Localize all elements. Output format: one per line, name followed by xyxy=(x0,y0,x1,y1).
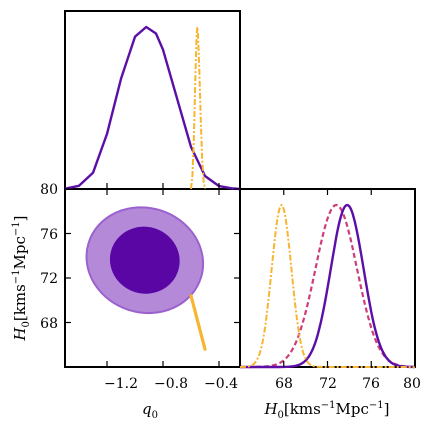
xtick-label-neg0.8: −0.8 xyxy=(154,376,188,392)
q0-marginal-line-orange xyxy=(190,26,206,190)
ylabel-H0: H0[kms−1Mpc−1] xyxy=(11,215,32,341)
contour-narrow-band-orange xyxy=(189,294,207,351)
panel-H0-marginal-frame xyxy=(239,188,416,368)
xtick-label-72: 72 xyxy=(319,376,337,392)
ytick-label-68: 68 xyxy=(40,316,58,332)
xtick-label-neg0.4: −0.4 xyxy=(204,376,238,392)
xtick-label-80: 80 xyxy=(403,376,421,392)
contour-inner-1sigma xyxy=(109,226,180,294)
xtick-label-76: 76 xyxy=(362,376,380,392)
ytick-label-76: 76 xyxy=(40,227,58,243)
H0-marginal-line-magenta xyxy=(240,203,416,369)
H0-marginal-line-purple xyxy=(240,203,415,369)
H0-marginal-curves xyxy=(240,203,416,369)
H0-marginal-line-orange xyxy=(240,203,415,368)
xlabel-H0: H0[kms−1Mpc−1] xyxy=(263,400,389,421)
panel-q0-marginal-frame xyxy=(64,10,241,190)
xtick-label-neg1.2: −1.2 xyxy=(104,376,138,392)
tick-marks xyxy=(65,183,416,367)
ytick-label-80: 80 xyxy=(40,182,58,198)
xtick-label-68: 68 xyxy=(275,376,293,392)
q0-marginal-curves xyxy=(64,25,241,191)
q0-marginal-line-purple xyxy=(64,25,241,191)
contour-layer xyxy=(85,206,207,351)
ytick-label-72: 72 xyxy=(40,271,58,287)
xlabel-q0: q0 xyxy=(142,400,158,421)
